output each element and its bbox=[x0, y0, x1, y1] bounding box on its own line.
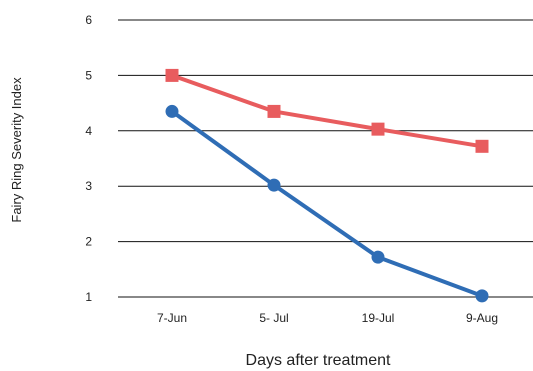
data-point bbox=[371, 122, 385, 136]
y-tick-labels: 1 2 3 4 5 6 bbox=[85, 13, 92, 304]
data-point bbox=[475, 289, 489, 303]
x-axis-title: Days after treatment bbox=[246, 352, 392, 369]
data-point bbox=[165, 104, 179, 118]
y-tick-label: 2 bbox=[85, 235, 92, 249]
x-tick-label: 19-Jul bbox=[362, 311, 395, 325]
data-point bbox=[267, 104, 281, 118]
series-line bbox=[170, 109, 484, 298]
data-point bbox=[371, 250, 385, 264]
series-line bbox=[170, 73, 484, 149]
x-tick-labels: 7-Jun 5- Jul 19-Jul 9-Aug bbox=[157, 311, 498, 325]
data-point bbox=[165, 68, 179, 82]
y-tick-label: 3 bbox=[85, 179, 92, 193]
data-point bbox=[475, 139, 489, 153]
x-tick-label: 9-Aug bbox=[466, 311, 498, 325]
y-tick-label: 4 bbox=[85, 124, 92, 138]
y-tick-label: 1 bbox=[85, 290, 92, 304]
series-group bbox=[165, 68, 489, 303]
x-tick-label: 7-Jun bbox=[157, 311, 187, 325]
y-tick-label: 5 bbox=[85, 68, 92, 82]
y-tick-label: 6 bbox=[85, 13, 92, 27]
gridlines bbox=[118, 19, 533, 298]
y-axis-title: Fairy Ring Severity Index bbox=[9, 77, 24, 223]
x-tick-label: 5- Jul bbox=[259, 311, 288, 325]
data-point bbox=[267, 178, 281, 192]
